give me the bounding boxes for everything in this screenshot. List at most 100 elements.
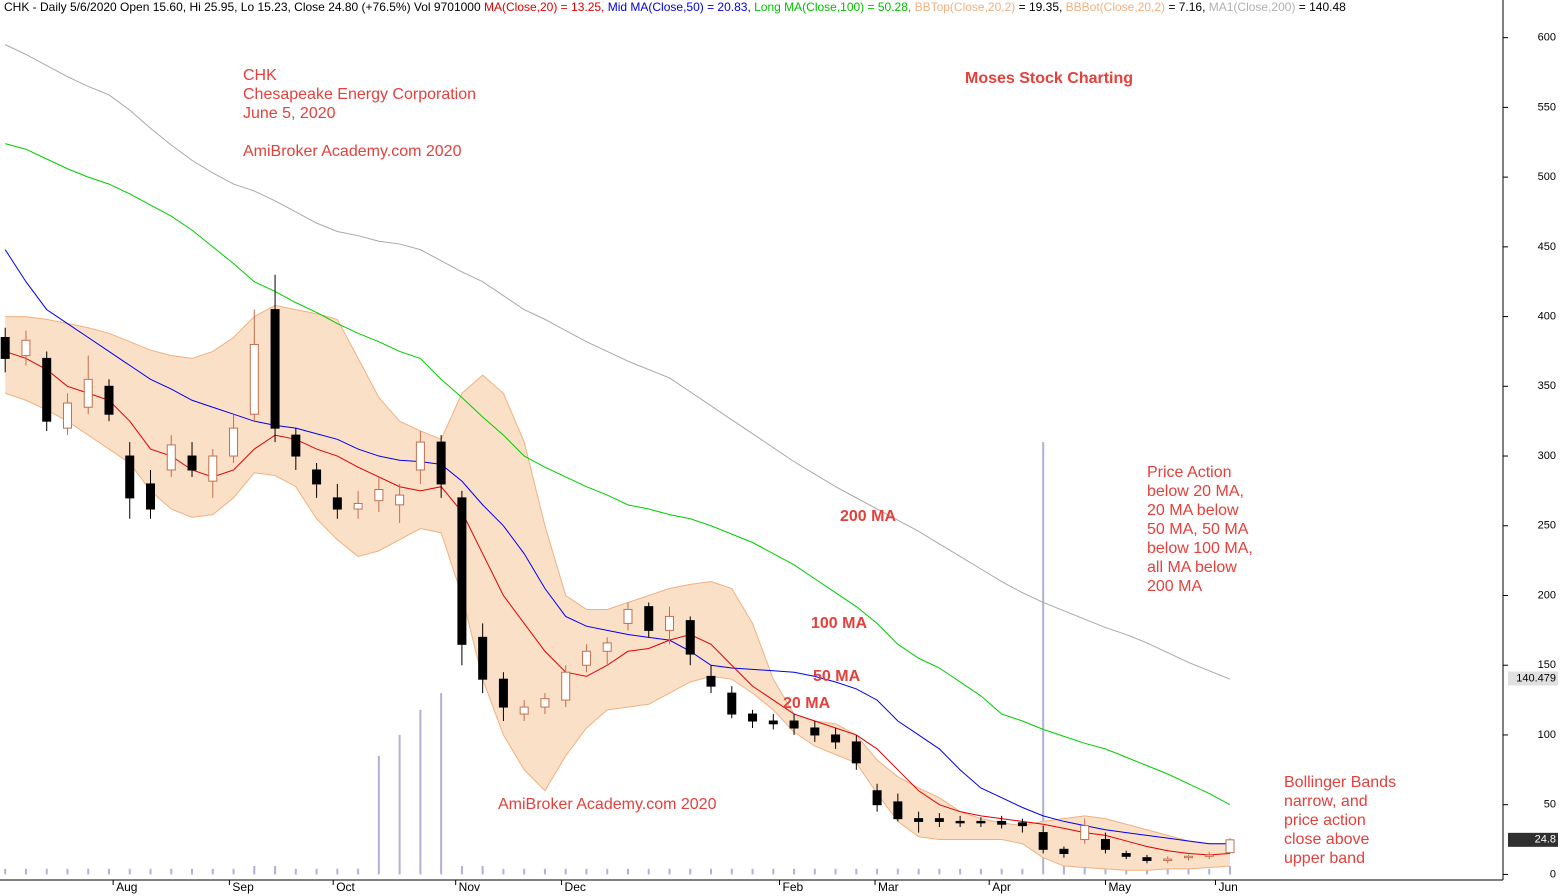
moving-average [4, 44, 1231, 680]
candle-body [166, 444, 176, 471]
volume-bar [211, 868, 214, 875]
volume-bar [128, 868, 131, 875]
candle-body [810, 727, 820, 736]
candle-body [623, 608, 633, 624]
bollinger-bottom [5, 392, 1231, 871]
candle-body [498, 678, 508, 708]
candle-body [976, 820, 986, 824]
y-tick-label: 300 [1538, 450, 1556, 462]
candle-body [748, 713, 758, 722]
header-segment: MA1(Close,200) [1209, 0, 1296, 14]
candle-body [83, 378, 93, 408]
annotation: upper band [1284, 850, 1365, 867]
volume-bar [1145, 868, 1148, 875]
volume-bar [710, 868, 713, 875]
x-tick-label: Apr [992, 880, 1011, 894]
header-segment: BBBot(Close,20,2) [1066, 0, 1165, 14]
volume-bar [419, 709, 422, 875]
candle-body [519, 706, 529, 715]
volume-bar [440, 693, 443, 875]
header-segment: BBTop(Close,20,2) [915, 0, 1016, 14]
candle-body [187, 455, 197, 471]
candle-body [602, 642, 612, 652]
volume-bar [979, 868, 982, 875]
header-segment: = 7.16, [1165, 0, 1209, 14]
annotation: close above [1284, 831, 1369, 848]
volume-bar [232, 868, 235, 875]
volume-bar [793, 868, 796, 875]
candle-body [291, 434, 301, 457]
volume-bar [377, 755, 380, 875]
candle-body [353, 502, 363, 510]
volume-bar [523, 868, 526, 875]
annotation: 20 MA below [1147, 502, 1239, 519]
candle-body [955, 820, 965, 824]
volume-bar [4, 868, 7, 875]
candle-body [249, 343, 259, 415]
volume-bar [87, 868, 90, 875]
price-label-box [1508, 671, 1558, 686]
y-tick-label: 150 [1538, 659, 1556, 671]
volume-bar [253, 866, 256, 875]
annotation: 50 MA [813, 668, 861, 685]
annotation: June 5, 2020 [243, 105, 336, 122]
y-tick-label: 400 [1538, 310, 1556, 322]
candle-body [893, 801, 903, 820]
volume-bar [1104, 866, 1107, 875]
candle-body [436, 441, 446, 485]
y-tick-label: 0 [1550, 868, 1556, 880]
volume-bar [460, 866, 463, 875]
volume-bar [170, 868, 173, 875]
candle-body [664, 615, 674, 631]
candle-body [62, 402, 72, 429]
volume-bar [315, 868, 318, 875]
volume-bar [1208, 868, 1211, 875]
candle-body [685, 620, 695, 655]
volume-bar [294, 868, 297, 875]
candle-body [1059, 848, 1069, 855]
volume-bar [668, 868, 671, 875]
candle-body [457, 497, 467, 645]
candle-body [1017, 822, 1027, 827]
volume-bar [149, 868, 152, 875]
annotation: below 100 MA, [1147, 540, 1253, 557]
candle-body [706, 675, 716, 687]
candle-body [768, 720, 778, 725]
candle-body [1204, 854, 1214, 857]
volume-bar [336, 868, 339, 875]
y-tick-label: 500 [1538, 171, 1556, 183]
candle-body [1121, 853, 1131, 857]
volume-bar [896, 868, 899, 875]
candle-body [561, 671, 571, 701]
volume-bar [959, 868, 962, 875]
x-tick-label: Sep [232, 880, 254, 894]
volume-bar [1187, 868, 1190, 875]
x-tick-label: Dec [565, 880, 586, 894]
annotation: Chesapeake Energy Corporation [243, 86, 476, 103]
candle-body [1225, 839, 1235, 854]
x-tick-label: Aug [116, 880, 137, 894]
candle-body [1038, 832, 1048, 850]
volume-bar [813, 868, 816, 875]
volume-bar [876, 868, 879, 875]
volume-bar [1021, 868, 1024, 875]
candle-body [872, 790, 882, 806]
annotation: all MA below [1147, 559, 1237, 576]
candle-body [104, 385, 114, 415]
price-label: 140.479 [1516, 672, 1556, 684]
annotation: 100 MA [811, 615, 867, 632]
annotation: 200 MA [1147, 578, 1202, 595]
header-segment: Long MA(Close,100) = 50.28, [754, 0, 914, 14]
header-segment: = 19.35, [1015, 0, 1065, 14]
candle-body [914, 818, 924, 822]
annotation: Moses Stock Charting [965, 70, 1133, 87]
x-tick-label: Nov [459, 880, 480, 894]
volume-bar [834, 868, 837, 875]
candle-body [1142, 857, 1152, 861]
header-segment: = 140.48 [1295, 0, 1346, 14]
candle-body [478, 636, 488, 680]
volume-bar [772, 868, 775, 875]
volume-bar [191, 868, 194, 875]
candle-body [997, 820, 1007, 825]
